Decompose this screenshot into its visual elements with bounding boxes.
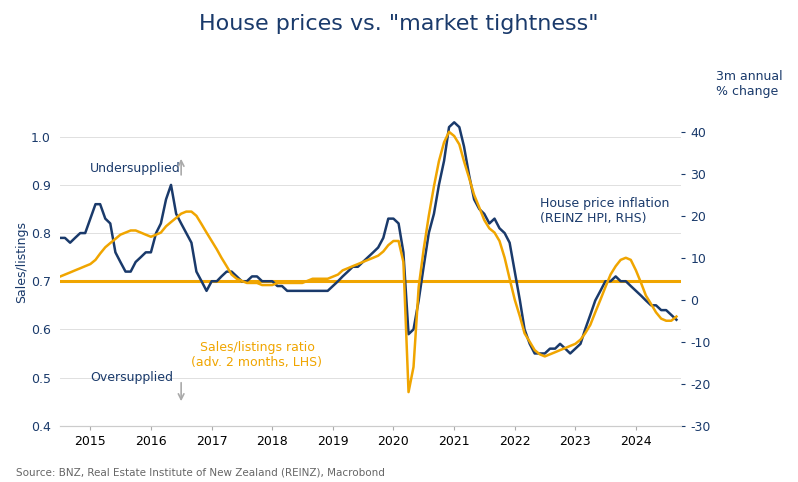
Text: House price inflation
(REINZ HPI, RHS): House price inflation (REINZ HPI, RHS): [539, 197, 670, 225]
Y-axis label: Sales/listings: Sales/listings: [15, 221, 28, 303]
Text: Undersupplied: Undersupplied: [90, 161, 181, 174]
Y-axis label: 3m annual
% change: 3m annual % change: [717, 70, 783, 98]
Text: Oversupplied: Oversupplied: [90, 371, 173, 384]
Text: Source: BNZ, Real Estate Institute of New Zealand (REINZ), Macrobond: Source: BNZ, Real Estate Institute of Ne…: [16, 467, 385, 477]
Text: House prices vs. "market tightness": House prices vs. "market tightness": [200, 14, 598, 34]
Text: Sales/listings ratio
(adv. 2 months, LHS): Sales/listings ratio (adv. 2 months, LHS…: [192, 341, 322, 369]
